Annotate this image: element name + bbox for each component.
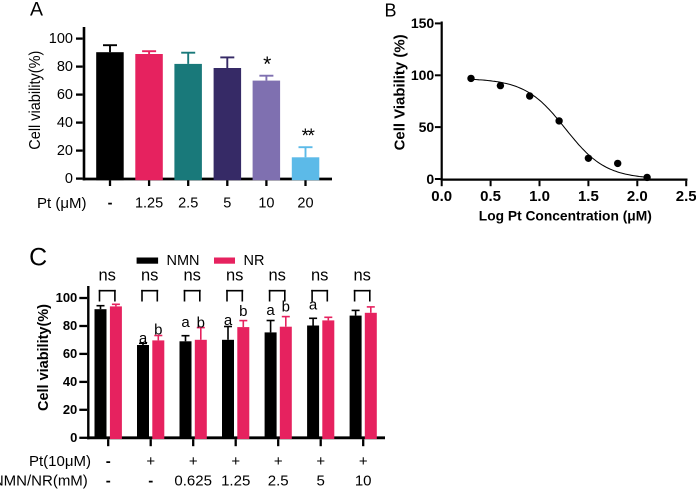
svg-text:ns: ns — [226, 266, 243, 284]
svg-text:C: C — [29, 244, 47, 272]
svg-text:Log Pt Concentration (μM): Log Pt Concentration (μM) — [479, 207, 652, 223]
svg-text:40: 40 — [63, 374, 77, 389]
svg-text:5: 5 — [223, 196, 231, 212]
svg-text:Cell viability(%): Cell viability(%) — [36, 304, 52, 411]
svg-text:20: 20 — [57, 143, 73, 159]
svg-text:1.25: 1.25 — [221, 472, 250, 489]
svg-text:Cell Viability (%): Cell Viability (%) — [392, 34, 409, 150]
svg-text:20: 20 — [63, 402, 77, 417]
svg-text:2.5: 2.5 — [178, 196, 198, 212]
svg-text:a: a — [224, 312, 233, 329]
svg-text:+: + — [231, 453, 240, 470]
svg-text:ns: ns — [353, 266, 370, 284]
svg-text:+: + — [316, 453, 325, 470]
svg-text:+: + — [274, 453, 283, 470]
svg-text:B: B — [384, 1, 396, 21]
svg-text:10: 10 — [258, 196, 274, 212]
svg-text:ns: ns — [141, 266, 158, 284]
svg-text:ns: ns — [311, 266, 328, 284]
svg-text:b: b — [282, 299, 290, 316]
svg-text:150: 150 — [411, 15, 435, 31]
svg-text:1.0: 1.0 — [529, 188, 550, 205]
svg-text:b: b — [239, 303, 247, 320]
svg-text:a: a — [309, 297, 318, 314]
svg-text:0.0: 0.0 — [431, 188, 452, 205]
svg-text:NR: NR — [244, 253, 265, 269]
svg-text:0: 0 — [65, 171, 73, 187]
svg-text:b: b — [154, 322, 162, 339]
svg-text:0.5: 0.5 — [480, 188, 501, 205]
svg-text:+: + — [359, 453, 368, 470]
svg-text:2.0: 2.0 — [627, 188, 648, 205]
svg-text:b: b — [197, 315, 205, 332]
svg-text:0: 0 — [426, 171, 434, 187]
svg-text:a: a — [139, 330, 148, 347]
svg-text:40: 40 — [57, 115, 73, 131]
svg-text:-: - — [108, 196, 113, 212]
svg-text:A: A — [30, 0, 43, 21]
svg-text:NMN/NR(mM): NMN/NR(mM) — [0, 472, 88, 489]
svg-text:Cell viability(%): Cell viability(%) — [27, 51, 44, 150]
svg-text:a: a — [266, 302, 275, 319]
svg-text:a: a — [181, 314, 190, 331]
svg-text:0: 0 — [70, 430, 77, 445]
svg-text:ns: ns — [183, 266, 200, 284]
svg-text:50: 50 — [419, 119, 435, 135]
svg-text:0.625: 0.625 — [174, 472, 212, 489]
svg-text:60: 60 — [57, 87, 73, 103]
svg-text:20: 20 — [297, 196, 313, 212]
svg-text:*: * — [263, 53, 271, 76]
svg-text:100: 100 — [49, 31, 73, 47]
svg-text:ns: ns — [98, 266, 115, 284]
svg-text:-: - — [106, 472, 111, 489]
svg-text:60: 60 — [63, 346, 77, 361]
svg-text:ns: ns — [268, 266, 285, 284]
svg-text:+: + — [189, 453, 198, 470]
svg-text:NMN: NMN — [167, 253, 200, 269]
svg-text:Pt (μM): Pt (μM) — [37, 195, 86, 212]
svg-text:80: 80 — [57, 59, 73, 75]
svg-text:80: 80 — [63, 318, 77, 333]
svg-text:Pt(10μM): Pt(10μM) — [29, 453, 91, 470]
svg-text:-: - — [106, 453, 111, 470]
svg-text:5: 5 — [317, 472, 325, 489]
svg-text:1.25: 1.25 — [135, 196, 163, 212]
svg-text:-: - — [148, 472, 153, 489]
svg-text:+: + — [146, 453, 155, 470]
svg-text:100: 100 — [411, 67, 435, 83]
svg-text:100: 100 — [56, 290, 78, 305]
svg-text:**: ** — [302, 126, 316, 147]
svg-text:2.5: 2.5 — [676, 188, 696, 205]
svg-text:1.5: 1.5 — [578, 188, 599, 205]
svg-text:10: 10 — [355, 472, 372, 489]
svg-text:2.5: 2.5 — [268, 472, 289, 489]
